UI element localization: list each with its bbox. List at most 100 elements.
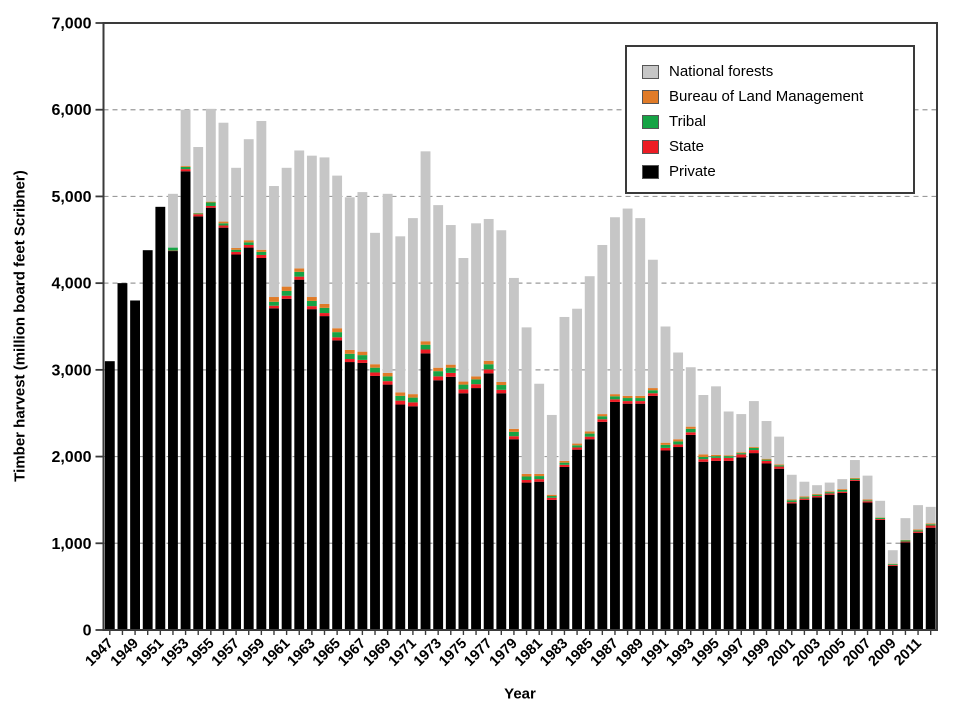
bar-segment [736, 452, 747, 454]
bar-segment [799, 481, 810, 497]
bar-segment [281, 298, 292, 630]
bar-segment [812, 493, 822, 495]
bar-segment [458, 389, 469, 394]
bar-segment [647, 388, 658, 391]
bar-segment [281, 286, 292, 291]
bar-segment [344, 359, 355, 363]
legend-item: Private [642, 159, 913, 184]
bar-segment [117, 283, 128, 630]
bar-segment [799, 498, 810, 500]
bar-segment [559, 464, 570, 467]
bar-segment [370, 375, 380, 630]
bar-segment [509, 277, 519, 429]
bar-segment [269, 305, 279, 309]
bar-segment [824, 491, 835, 493]
bar-segment [622, 395, 633, 399]
bar-segment [483, 369, 494, 374]
bar-segment [546, 499, 557, 630]
bar-segment [357, 362, 368, 630]
legend-item: Tribal [642, 109, 913, 134]
bar-segment [218, 227, 229, 630]
bar-segment [445, 376, 456, 630]
bar-segment [407, 218, 418, 395]
bar-segment [357, 351, 368, 356]
bar-segment [748, 453, 759, 630]
bar-segment [812, 485, 822, 494]
bar-segment [660, 450, 671, 630]
bar-segment [433, 380, 444, 630]
bar-segment [761, 458, 772, 460]
legend: National forests Bureau of Land Managemen… [625, 45, 915, 194]
bar-segment [900, 541, 911, 543]
bar-segment [509, 431, 519, 437]
bar-segment [256, 257, 267, 630]
bar-segment [319, 307, 330, 314]
legend-label: Tribal [669, 113, 706, 130]
bar-segment [698, 395, 709, 455]
bar-segment [761, 421, 772, 459]
bar-segment [420, 341, 431, 345]
bar-segment [774, 468, 785, 630]
bar-segment [887, 565, 898, 630]
bar-segment [786, 502, 797, 504]
bar-segment [837, 491, 848, 493]
bar-segment [483, 373, 494, 630]
bar-segment [534, 476, 545, 480]
y-tick-label: 1,000 [51, 536, 91, 553]
bar-segment [395, 404, 406, 630]
x-tick-label: 1953 [158, 636, 192, 670]
y-tick-label: 5,000 [51, 189, 91, 206]
x-tick-label: 2003 [790, 636, 824, 670]
bar-segment [913, 530, 923, 532]
bar-segment [660, 444, 671, 448]
x-tick-label: 1993 [663, 636, 697, 670]
x-tick-label: 1983 [537, 636, 571, 670]
x-tick-label: 1997 [714, 636, 748, 670]
bar-segment [496, 230, 507, 382]
bar-segment [925, 525, 936, 528]
bar-segment [218, 122, 229, 222]
bar-segment [875, 519, 886, 520]
bar-segment [673, 444, 684, 448]
bar-segment [559, 462, 570, 465]
bar-segment [736, 457, 747, 630]
y-tick-label: 2,000 [51, 449, 91, 466]
bar-segment [837, 479, 848, 490]
bar-segment [243, 139, 254, 241]
bar-segment [799, 496, 810, 498]
legend-label: Bureau of Land Management [669, 88, 864, 105]
bar-segment [913, 505, 923, 530]
bar-segment [837, 489, 848, 490]
x-tick-label: 1951 [133, 636, 167, 670]
bar-segment [572, 449, 583, 630]
x-tick-label: 1981 [512, 636, 546, 670]
legend-item: Bureau of Land Management [642, 84, 913, 109]
legend-label: State [669, 138, 705, 155]
bar-segment [344, 349, 355, 354]
bar-segment [433, 371, 444, 377]
y-tick-label: 0 [83, 623, 92, 640]
bar-segment [673, 441, 684, 445]
bar-segment [647, 393, 658, 396]
x-tick-label: 1967 [335, 636, 369, 670]
bar-segment [900, 542, 911, 630]
bar-segment [584, 433, 595, 437]
bar-segment [748, 401, 759, 448]
bar-segment [660, 326, 671, 443]
bar-segment [168, 251, 178, 630]
x-tick-label: 1961 [259, 636, 293, 670]
bar-segment [925, 523, 936, 525]
bar-segment [433, 205, 444, 368]
bar-segment [635, 398, 646, 402]
x-tick-label: 1979 [487, 636, 521, 670]
bar-segment [306, 300, 317, 307]
legend-item: National forests [642, 59, 913, 84]
bar-segment [673, 447, 684, 630]
bar-segment [774, 465, 785, 467]
bar-segment [673, 352, 684, 440]
x-tick-label: 1969 [360, 636, 394, 670]
bar-segment [534, 383, 545, 474]
bar-segment [824, 482, 835, 492]
bar-segment [799, 497, 810, 499]
bar-segment [875, 519, 886, 630]
